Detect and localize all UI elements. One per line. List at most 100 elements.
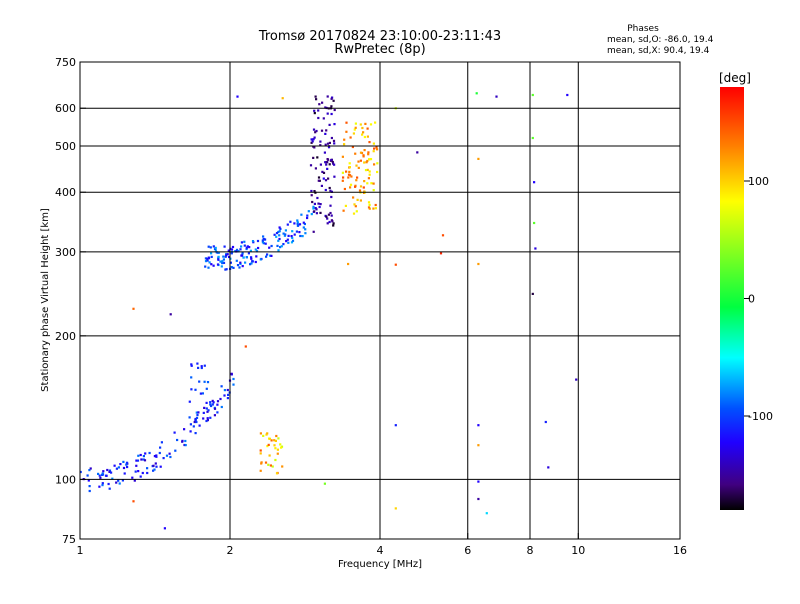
- data-point: [348, 174, 352, 177]
- data-point: [359, 199, 362, 202]
- data-point: [306, 214, 309, 217]
- data-point: [310, 194, 313, 197]
- data-point: [320, 184, 323, 187]
- data-point: [495, 95, 498, 98]
- data-point: [168, 452, 171, 455]
- data-point: [283, 234, 286, 237]
- y-tick-label: 200: [55, 330, 76, 343]
- data-point: [326, 217, 329, 220]
- y-tick-label: 300: [55, 246, 76, 259]
- data-point: [332, 162, 335, 165]
- data-point: [315, 212, 318, 215]
- data-point: [207, 266, 210, 269]
- data-point: [282, 232, 285, 235]
- data-point: [174, 449, 177, 452]
- data-point: [155, 455, 158, 458]
- data-point: [184, 439, 187, 443]
- data-point: [137, 454, 140, 457]
- colorbar-tick-label: -100: [748, 410, 773, 423]
- data-point: [228, 255, 231, 259]
- data-point: [176, 438, 179, 442]
- data-point: [155, 454, 158, 457]
- data-point: [357, 166, 360, 169]
- data-point: [287, 241, 290, 244]
- data-point: [278, 230, 281, 233]
- data-point: [293, 222, 296, 225]
- data-point: [477, 424, 480, 427]
- data-point: [266, 445, 269, 448]
- data-point: [324, 188, 327, 192]
- data-point: [241, 265, 244, 268]
- data-point: [477, 262, 480, 266]
- data-point: [169, 455, 172, 459]
- data-point: [245, 247, 248, 251]
- data-point: [143, 459, 147, 462]
- data-point: [254, 248, 257, 251]
- data-point: [376, 148, 379, 151]
- data-point: [268, 246, 271, 249]
- data-point: [205, 407, 208, 410]
- data-point: [314, 167, 317, 170]
- data-point: [323, 482, 326, 485]
- x-tick-label: 8: [527, 544, 534, 557]
- data-point: [268, 454, 271, 457]
- data-point: [349, 186, 352, 189]
- data-point: [275, 472, 279, 475]
- data-point: [246, 245, 249, 248]
- y-tick-label: 400: [55, 186, 76, 199]
- data-point: [190, 388, 193, 391]
- data-point: [255, 255, 258, 258]
- phase-stats-o: mean, sd,O: -86.0, 19.4: [607, 35, 714, 45]
- colorbar-tick-label: 100: [748, 175, 769, 188]
- data-point: [477, 444, 480, 447]
- data-point: [255, 250, 259, 253]
- data-point: [347, 176, 350, 179]
- data-point: [136, 459, 140, 462]
- data-point: [244, 345, 247, 348]
- data-point: [475, 92, 478, 95]
- data-point: [331, 160, 334, 164]
- data-point: [144, 452, 147, 455]
- data-point: [313, 210, 316, 213]
- data-point: [208, 261, 211, 264]
- data-point: [97, 472, 100, 475]
- data-point: [153, 455, 156, 458]
- data-point: [211, 399, 214, 402]
- data-point: [361, 133, 364, 136]
- data-point: [365, 161, 368, 164]
- data-point: [173, 431, 176, 434]
- data-point: [394, 263, 397, 266]
- data-point: [313, 109, 316, 112]
- data-point: [115, 467, 118, 470]
- data-point: [370, 182, 373, 185]
- data-point: [235, 259, 238, 262]
- data-point: [352, 132, 355, 135]
- data-point: [184, 444, 187, 447]
- data-point: [317, 176, 321, 179]
- data-point: [99, 476, 102, 479]
- data-point: [332, 139, 336, 142]
- data-point: [285, 240, 288, 243]
- data-point: [230, 248, 234, 251]
- data-point: [252, 241, 255, 244]
- data-point: [363, 135, 366, 139]
- data-point: [279, 443, 282, 446]
- data-point: [102, 470, 105, 473]
- data-point: [317, 116, 320, 120]
- data-point: [219, 260, 222, 263]
- data-point: [313, 136, 316, 139]
- data-point: [267, 443, 270, 446]
- chart-title: Tromsø 20170824 23:10:00-23:11:43: [258, 29, 501, 44]
- data-point: [330, 105, 333, 108]
- data-point: [132, 500, 135, 503]
- data-point: [200, 366, 203, 370]
- data-point: [265, 255, 268, 258]
- data-point: [197, 366, 200, 369]
- x-tick-label: 4: [377, 544, 384, 557]
- data-point: [230, 266, 233, 269]
- data-point: [250, 257, 253, 260]
- y-tick-label: 75: [62, 533, 76, 546]
- data-point: [226, 397, 229, 400]
- data-point: [372, 207, 375, 210]
- data-point: [101, 484, 104, 487]
